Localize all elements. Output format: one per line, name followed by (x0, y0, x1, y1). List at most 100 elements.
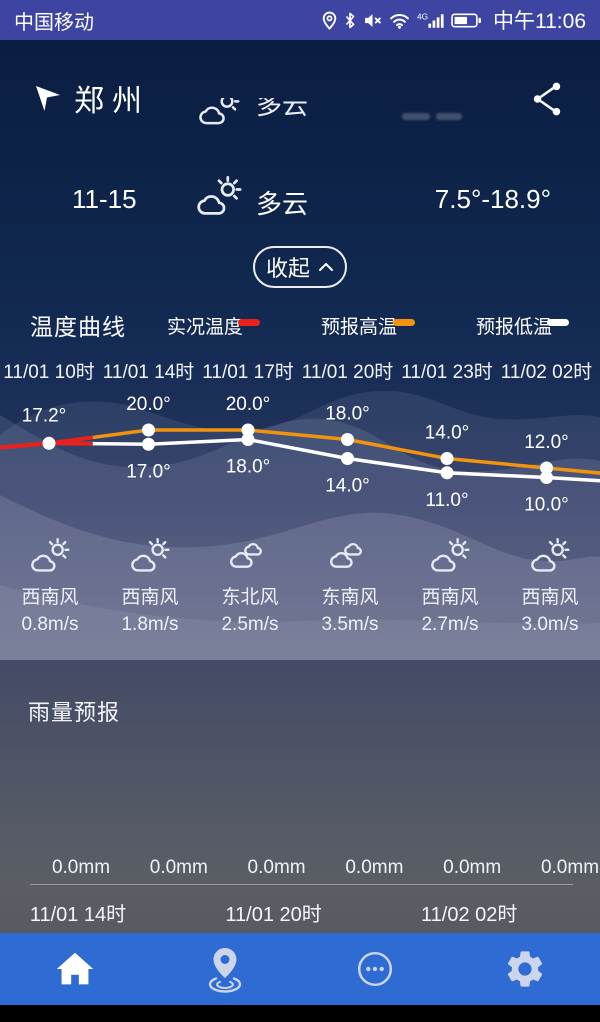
rain-time-label: 11/01 20时 (225, 904, 322, 926)
wind-column: 西南风 0.8m/s (0, 538, 100, 636)
rain-value-label: 0.0mm (51, 857, 111, 878)
legend-item-high: 预报高温 (321, 317, 398, 338)
svg-text:14.0°: 14.0° (425, 423, 470, 444)
svg-text:20.0°: 20.0° (226, 394, 271, 415)
rain-time-axis: 11/01 14时 11/01 20时 11/02 02时 (0, 898, 600, 926)
legend-item-low: 预报低温 (476, 317, 553, 338)
home-icon (56, 952, 94, 985)
location-pin-icon (208, 948, 242, 993)
nav-more[interactable] (300, 933, 450, 1005)
location-icon (322, 11, 337, 30)
wind-forecast-row: 西南风 0.8m/s 西南风 1.8m/s 东北风 2.5m/s 东南风 3.5m/s … (0, 538, 600, 636)
wind-column: 西南风 2.7m/s (400, 538, 500, 636)
svg-text:18.0°: 18.0° (226, 457, 271, 478)
wind-direction: 西南风 (21, 587, 79, 608)
wind-speed: 2.7m/s (421, 614, 479, 635)
mountain-layer-front (0, 495, 600, 660)
time-tick-label: 11/01 17时 (202, 362, 294, 383)
navigation-bar-gap (0, 1005, 600, 1022)
status-bar: 中国移动 4G 中午11:06 (0, 0, 600, 40)
app-background (0, 40, 600, 1005)
forecast-row-partial[interactable]: 多云 (0, 98, 600, 134)
condition-label: 多云 (256, 98, 309, 120)
nav-settings[interactable] (450, 933, 600, 1005)
more-icon (357, 951, 393, 987)
condition-label: 多云 (256, 189, 309, 219)
rain-section-title: 雨量预报 (28, 700, 121, 725)
share-icon[interactable] (528, 78, 566, 120)
collapse-button[interactable]: 收起 (253, 246, 347, 288)
clipped-text-fragment (402, 113, 430, 120)
svg-text:17.2°: 17.2° (22, 405, 67, 426)
mute-icon (365, 13, 382, 27)
city-name: 郑州 (74, 85, 150, 118)
wind-speed: 0.8m/s (21, 614, 79, 635)
svg-text:4G: 4G (417, 11, 428, 21)
rain-value-label: 0.0mm (149, 857, 208, 878)
time-tick-label: 11/02 02时 (500, 362, 593, 383)
svg-text:20.0°: 20.0° (126, 394, 171, 415)
chevron-up-icon (319, 262, 333, 271)
wind-column: 西南风 1.8m/s (100, 538, 200, 636)
temp-chart-title: 温度曲线 (30, 314, 126, 340)
svg-text:10.0°: 10.0° (524, 495, 569, 516)
rain-value-label: 0.0mm (345, 857, 404, 878)
weather-icon-partly-cloudy (198, 98, 240, 134)
svg-text:11.0°: 11.0° (425, 490, 468, 511)
nav-location[interactable] (150, 933, 300, 1005)
collapse-label: 收起 (265, 256, 310, 281)
time-tick-label: 11/01 10时 (3, 362, 95, 383)
svg-text:18.0°: 18.0° (325, 404, 370, 425)
bluetooth-icon (345, 12, 355, 28)
navigation-arrow-icon (36, 86, 60, 111)
city-selector[interactable]: 郑州 (32, 76, 150, 120)
temp-curves: 17.2° 20.0° 20.0° 18.0° 14.0° 12.0° 17.0° 18.0°… (0, 394, 600, 516)
forecast-date: 11-15 (72, 184, 137, 214)
legend-swatch-actual (238, 319, 260, 326)
legend-swatch-low (547, 319, 569, 326)
legend-item-actual: 实况温度 (167, 317, 244, 338)
time-tick-label: 11/01 14时 (102, 362, 195, 383)
clock-label: 中午11:06 (493, 10, 586, 33)
wind-direction: 西南风 (121, 587, 179, 608)
time-tick-label: 11/01 23时 (401, 362, 493, 383)
wind-column: 西南风 3.0m/s (500, 538, 600, 636)
wind-speed: 1.8m/s (121, 614, 179, 635)
signal-4g-icon: 4G (417, 11, 444, 28)
header: 郑州 (0, 72, 600, 124)
time-tick-label: 11/01 20时 (301, 362, 394, 383)
clipped-text-fragment (436, 113, 462, 120)
temp-chart-legend: 温度曲线 实况温度 预报高温 预报低温 (0, 308, 600, 340)
wind-speed: 3.5m/s (321, 614, 379, 635)
wifi-icon (390, 13, 409, 29)
legend-swatch-high (393, 319, 415, 326)
nav-home[interactable] (0, 933, 150, 1005)
temperature-chart: 17.2° 20.0° 20.0° 18.0° 14.0° 12.0° 17.0° 18.0°… (0, 390, 600, 660)
rain-chart-axis (30, 884, 573, 885)
wind-speed: 3.0m/s (521, 614, 579, 635)
forecast-row[interactable]: 11-15 多云 7.5°-18.9° (0, 176, 600, 228)
svg-text:12.0°: 12.0° (524, 432, 569, 453)
bottom-nav (0, 933, 600, 1005)
wind-direction: 东南风 (321, 587, 379, 608)
settings-icon (507, 951, 543, 987)
wind-direction: 西南风 (521, 587, 579, 608)
rain-value-label: 0.0mm (540, 857, 600, 878)
mountain-layer-haze (0, 585, 600, 660)
rain-value-labels: 0.0mm 0.0mm 0.0mm 0.0mm 0.0mm 0.0mm (0, 857, 600, 881)
status-icons: 4G 中午11:06 (322, 5, 586, 35)
rain-time-label: 11/02 02时 (421, 904, 518, 926)
temp-range-label: 7.5°-18.9° (434, 184, 551, 214)
wind-column: 东北风 2.5m/s (200, 538, 300, 636)
wind-column: 东南风 3.5m/s (300, 538, 400, 636)
weather-icon-partly-cloudy (196, 176, 242, 227)
rain-time-label: 11/01 14时 (29, 904, 127, 926)
wind-direction: 西南风 (421, 587, 479, 608)
wind-direction: 东北风 (221, 587, 279, 608)
battery-icon (451, 12, 481, 28)
rain-value-label: 0.0mm (443, 857, 502, 878)
svg-text:14.0°: 14.0° (325, 476, 370, 497)
svg-text:17.0°: 17.0° (126, 461, 171, 482)
wind-speed: 2.5m/s (221, 614, 279, 635)
